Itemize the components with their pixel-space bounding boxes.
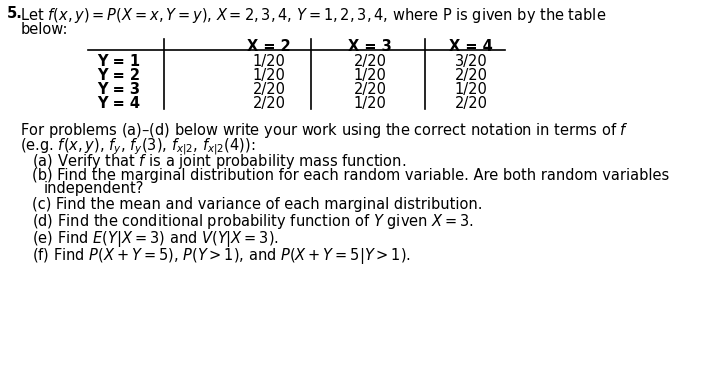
Text: X = 3: X = 3 [348,39,392,54]
Text: 2/20: 2/20 [353,82,387,97]
Text: below:: below: [20,22,68,37]
Text: 3/20: 3/20 [455,54,488,69]
Text: 2/20: 2/20 [253,82,286,97]
Text: 1/20: 1/20 [253,54,286,69]
Text: For problems (a)–(d) below write your work using the correct notation in terms o: For problems (a)–(d) below write your wo… [20,121,629,140]
Text: (e) Find $E(Y|X=3)$ and $V(Y|X=3)$.: (e) Find $E(Y|X=3)$ and $V(Y|X=3)$. [32,229,279,249]
Text: (b) Find the marginal distribution for each random variable. Are both random var: (b) Find the marginal distribution for e… [32,168,669,183]
Text: (d) Find the conditional probability function of $Y$ given $X=3$.: (d) Find the conditional probability fun… [32,212,474,231]
Text: 1/20: 1/20 [353,68,386,83]
Text: independent?: independent? [44,181,144,196]
Text: (e.g. $f(x,y)$, $f_y$, $f_y(3)$, $f_{x|2}$, $f_{x|2}(4)$):: (e.g. $f(x,y)$, $f_y$, $f_y(3)$, $f_{x|2… [20,136,256,157]
Text: 2/20: 2/20 [455,96,488,111]
Text: 2/20: 2/20 [353,54,387,69]
Text: X = 2: X = 2 [247,39,291,54]
Text: 1/20: 1/20 [353,96,386,111]
Text: X = 4: X = 4 [449,39,493,54]
Text: Y = 3: Y = 3 [96,82,140,97]
Text: 2/20: 2/20 [455,68,488,83]
Text: 1/20: 1/20 [455,82,488,97]
Text: Y = 1: Y = 1 [96,54,140,69]
Text: 5.: 5. [6,6,23,21]
Text: 1/20: 1/20 [253,68,286,83]
Text: Y = 2: Y = 2 [96,68,140,83]
Text: (a) Verify that $f$ is a joint probability mass function.: (a) Verify that $f$ is a joint probabili… [32,152,406,171]
Text: Let $f(x,y)=P(X=x,Y=y)$, $X=2,3,4$, $Y=1,2,3,4$, where P is given by the table: Let $f(x,y)=P(X=x,Y=y)$, $X=2,3,4$, $Y=1… [20,6,606,25]
Text: 2/20: 2/20 [253,96,286,111]
Text: (f) Find $P(X+Y=5)$, $P(Y>1)$, and $P(X+Y=5|Y>1)$.: (f) Find $P(X+Y=5)$, $P(Y>1)$, and $P(X+… [32,246,411,266]
Text: Y = 4: Y = 4 [96,96,140,111]
Text: (c) Find the mean and variance of each marginal distribution.: (c) Find the mean and variance of each m… [32,197,483,212]
